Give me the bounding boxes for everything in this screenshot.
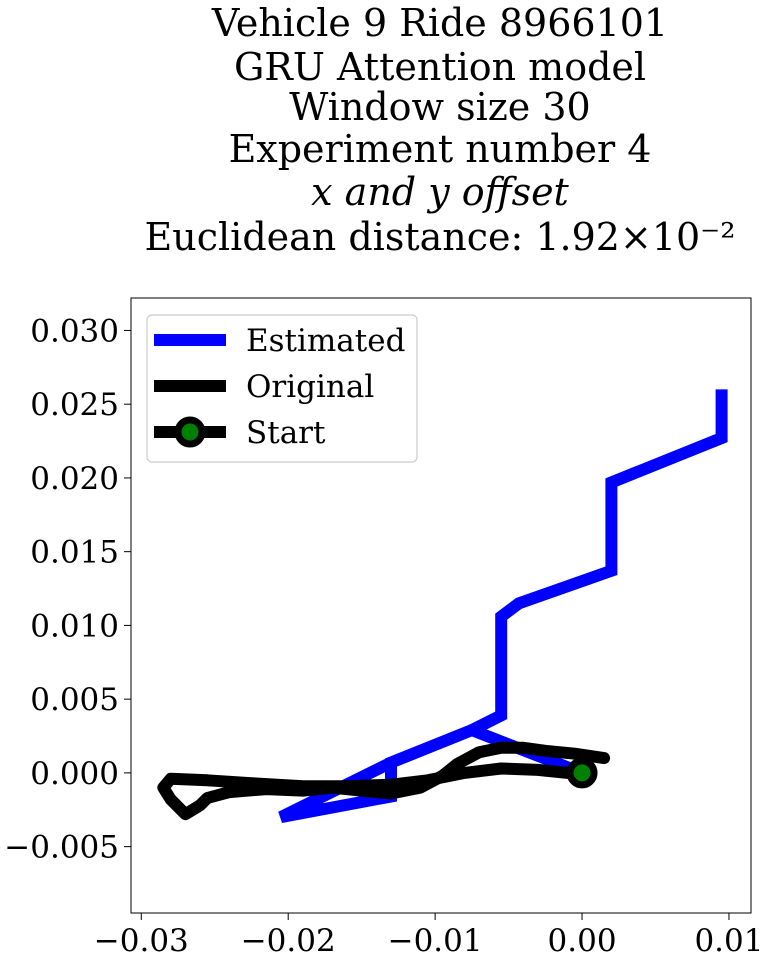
series-group: [157, 389, 728, 823]
y-tick-label: 0.025: [30, 387, 119, 423]
title-line-5: x and y offset: [311, 170, 569, 214]
axes: −0.03 −0.02 −0.01 0.00 0.01 −0.005 0.000 0.005 0…: [4, 297, 763, 959]
legend-label-start: Start: [246, 415, 326, 451]
start-marker: [566, 757, 598, 789]
title-line-4: Experiment number 4: [229, 127, 652, 171]
legend-label-original: Original: [246, 369, 374, 405]
plot-area: [157, 389, 728, 823]
y-tick-label: 0.010: [30, 608, 119, 644]
x-tick-label: −0.02: [241, 923, 336, 959]
x-tick-label: −0.03: [94, 923, 189, 959]
legend-box: [146, 314, 418, 463]
y-tick-label: 0.030: [30, 313, 119, 349]
chart-title: Vehicle 9 Ride 8966101 GRU Attention mod…: [145, 1, 736, 259]
y-tick-label: 0.015: [30, 535, 119, 571]
y-tick-label: −0.005: [4, 830, 119, 866]
title-line-3: Window size 30: [289, 85, 590, 129]
x-tick-label: 0.01: [694, 923, 763, 959]
y-tick-label: 0.020: [30, 461, 119, 497]
y-tick-label: 0.000: [30, 756, 119, 792]
title-line-2: GRU Attention model: [234, 45, 646, 89]
legend-label-estimated: Estimated: [246, 323, 405, 359]
series-line-estimated: [457, 389, 728, 779]
x-tick-label: 0.00: [548, 923, 617, 959]
y-tick-label: 0.005: [30, 682, 119, 718]
x-tick-label: −0.01: [388, 923, 483, 959]
axes-frame: [130, 297, 752, 914]
title-line-1: Vehicle 9 Ride 8966101: [211, 1, 668, 45]
legend-swatch-start-marker: [174, 416, 206, 448]
series-line-original: [157, 741, 611, 821]
title-line-6: Euclidean distance: 1.92×10⁻²: [145, 215, 736, 259]
legend: Estimated Original Start: [146, 314, 418, 463]
